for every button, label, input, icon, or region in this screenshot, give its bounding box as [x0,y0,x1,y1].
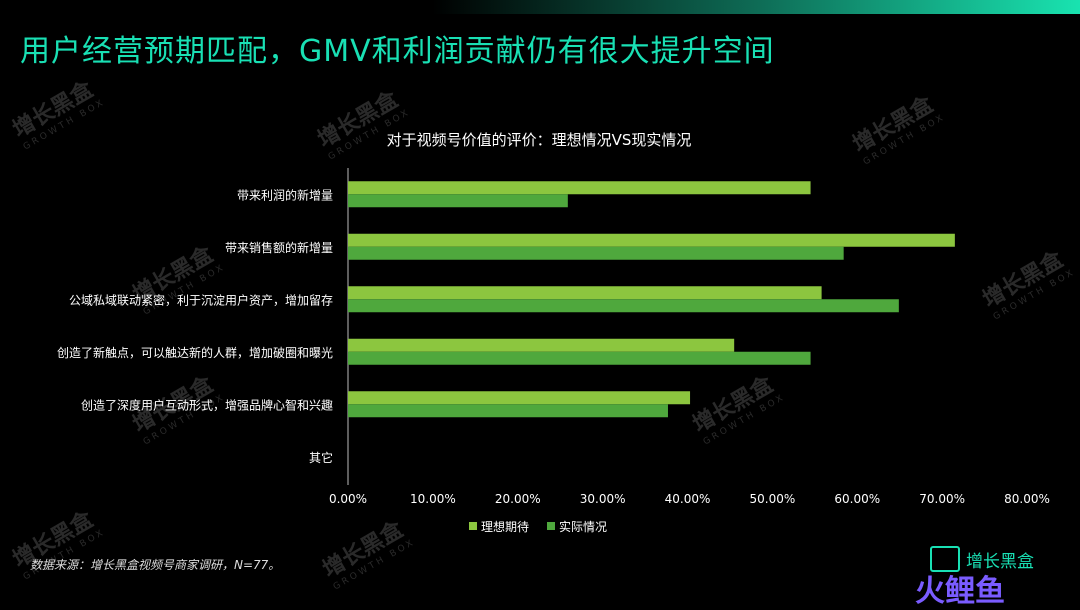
bar-actual [348,194,568,208]
footnote: 数据来源：增长黑盒视频号商家调研，N=77。 [30,558,281,572]
legend-swatch [547,522,555,530]
brand-name: 增长黑盒 [966,551,1034,572]
category-label: 其它 [309,450,333,465]
bar-ideal [348,391,691,405]
x-tick-label: 40.00% [665,492,711,506]
bar-ideal [348,181,811,195]
x-tick-label: 60.00% [834,492,880,506]
corner-logo: 火鲤鱼 [915,574,1005,609]
category-label: 带来利润的新增量 [237,187,333,202]
bar-ideal [348,233,955,247]
x-tick-label: 80.00% [1004,492,1050,506]
chart-title: 对于视频号价值的评价：理想情况VS现实情况 [387,131,692,149]
legend-label: 实际情况 [559,519,607,534]
x-tick-label: 70.00% [919,492,965,506]
x-tick-label: 50.00% [749,492,795,506]
bar-ideal [348,338,735,352]
category-label: 带来销售额的新增量 [225,240,333,255]
legend-label: 理想期待 [481,519,529,534]
box-logo-icon [930,546,960,572]
top-accent-bar [0,0,1080,14]
x-tick-label: 10.00% [410,492,456,506]
bar-actual [348,404,668,418]
legend-swatch [469,522,477,530]
brand-logo: 增长黑盒 [930,546,1034,572]
bar-actual [348,351,811,365]
category-label: 创造了深度用户互动形式，增强品牌心智和兴趣 [81,397,333,412]
category-label: 公域私域联动紧密，利于沉淀用户资产，增加留存 [69,292,333,307]
category-label: 创造了新触点，可以触达新的人群，增加破圈和曝光 [57,345,333,360]
bar-actual [348,299,899,313]
x-tick-label: 30.00% [580,492,626,506]
bar-ideal [348,286,822,300]
x-tick-label: 20.00% [495,492,541,506]
page-title: 用户经营预期匹配，GMV和利润贡献仍有很大提升空间 [20,34,775,69]
bar-actual [348,246,844,260]
x-tick-label: 0.00% [329,492,367,506]
